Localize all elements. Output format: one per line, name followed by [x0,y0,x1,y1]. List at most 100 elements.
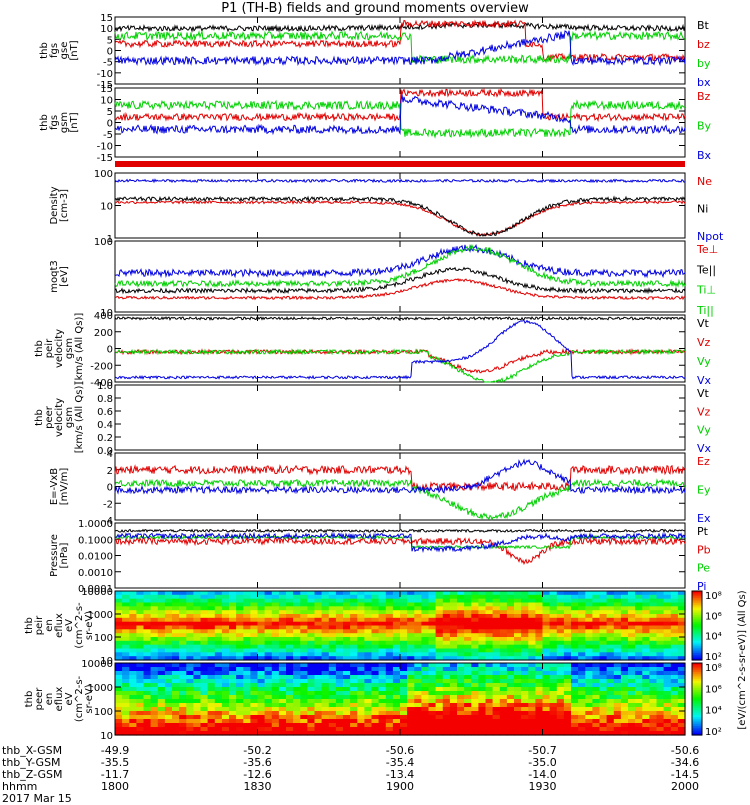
spec-cell [115,652,123,657]
y-axis-label: [km/s (All Qs)] [74,382,85,454]
spec-cell [613,719,622,724]
spec-cell [364,591,373,596]
spec-cell [578,715,586,720]
colorbar-cell [692,625,702,628]
spec-cell [321,648,330,653]
spec-cell [549,699,558,704]
spec-cell [350,606,358,611]
spec-cell [364,602,373,607]
spec-cell [328,671,337,676]
spec-cell [321,621,330,627]
spec-cell [670,621,679,627]
spec-cell [250,648,259,653]
spec-cell [528,719,536,724]
spec-cell [328,731,337,736]
spec-cell [649,602,658,607]
spec-cell [499,675,508,680]
spec-cell [613,731,622,736]
spec-cell [499,663,508,668]
spec-cell [670,723,679,728]
spec-cell [663,621,672,627]
spec-cell [421,703,430,708]
spec-cell [243,591,251,596]
spec-cell [378,719,387,724]
spec-cell [257,727,266,732]
spec-cell [321,633,330,638]
spec-cell [407,610,415,615]
spec-cell [278,667,287,672]
spec-cell [663,687,672,692]
spec-cell [364,711,373,716]
spec-cell [278,671,287,676]
spec-cell [378,594,387,600]
spec-cell [677,621,686,627]
spec-cell [221,715,230,720]
spec-cell [563,667,572,672]
spec-cell [314,707,323,712]
spec-cell [236,640,244,646]
spec-cell [250,703,259,708]
colorbar-cell [692,675,702,678]
spec-cell [221,640,230,646]
spec-cell [179,707,187,712]
spec-cell [293,691,301,696]
spec-cell [243,637,251,642]
spec-cell [492,594,501,600]
spec-cell [492,621,501,627]
spec-cell [514,644,522,650]
spec-cell [571,644,579,650]
spec-cell [414,656,422,661]
spec-cell [585,691,593,696]
spec-cell [172,671,180,676]
spec-cell [264,707,273,712]
spec-cell [271,715,280,720]
spec-cell [385,656,394,661]
spec-cell [499,719,508,724]
spec-cell [264,629,273,634]
spec-cell [506,715,515,720]
spec-cell [278,614,287,619]
y-axis-label: [eV] [59,266,70,287]
spec-cell [300,667,308,672]
spec-cell [499,598,508,604]
spec-cell [499,606,508,611]
spec-cell [335,602,344,607]
spec-cell [549,707,558,712]
spec-cell [620,687,629,692]
spec-cell [335,598,344,604]
spec-cell [656,640,665,646]
spec-cell [649,687,658,692]
spec-cell [677,598,686,604]
spec-cell [471,711,479,716]
spec-cell [221,723,230,728]
spec-cell [649,699,658,704]
spec-cell [271,731,280,736]
spec-cell [286,621,294,627]
spec-cell [535,617,544,623]
spec-cell [193,648,202,653]
spec-cell [563,671,572,676]
spec-cell [528,671,536,676]
spec-cell [286,711,294,716]
spec-cell [628,598,636,604]
spec-cell [129,731,137,736]
spec-cell [172,711,180,716]
spec-cell [300,606,308,611]
spec-cell [414,637,422,642]
spec-cell [364,594,373,600]
y-tick-label: 100 [94,633,113,644]
spec-cell [499,715,508,720]
spec-cell [599,621,608,627]
spec-cell [157,656,166,661]
spec-cell [663,703,672,708]
spec-cell [585,695,593,700]
spec-cell [435,629,444,634]
colorbar-tick: 10⁴ [705,706,722,717]
spec-cell [371,640,380,646]
spec-cell [350,679,358,684]
spec-cell [542,594,551,600]
spec-cell [236,617,244,623]
spec-cell [635,711,643,716]
spec-cell [335,679,344,684]
spec-cell [364,640,373,646]
